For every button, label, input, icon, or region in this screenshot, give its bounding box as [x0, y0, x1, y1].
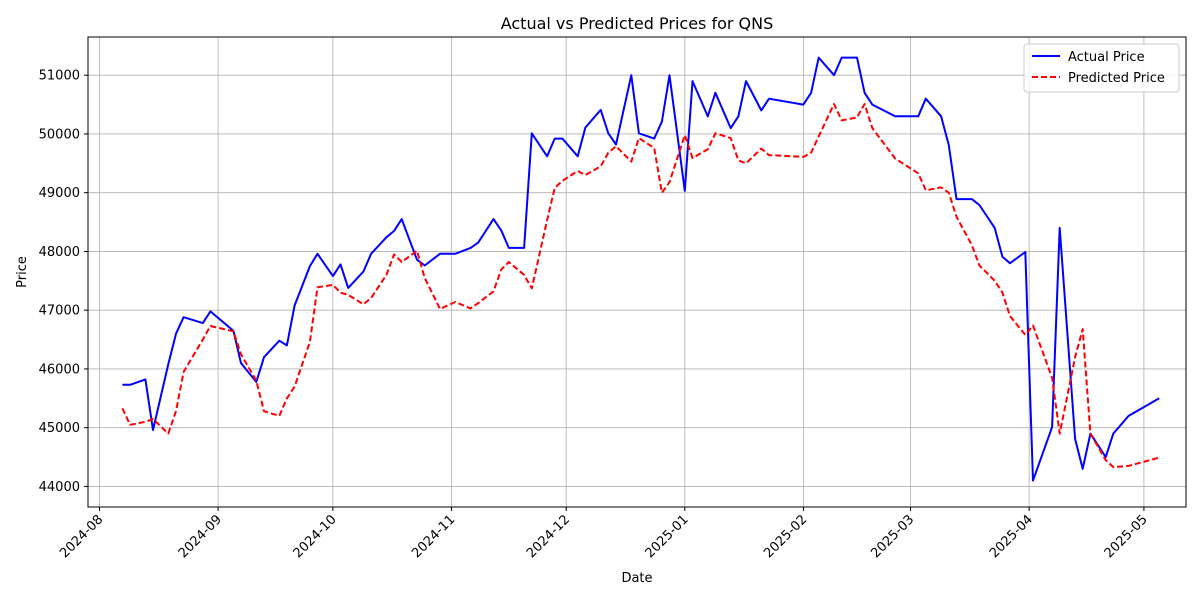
y-tick-label: 47000 [39, 304, 80, 319]
legend-box [1023, 43, 1180, 93]
y-tick-label: 50000 [39, 127, 80, 142]
y-tick-label: 49000 [39, 186, 80, 201]
y-axis-label: Price [15, 256, 30, 288]
y-tick-label: 45000 [39, 421, 80, 436]
y-tick-label: 44000 [39, 480, 80, 495]
x-axis-label: Date [621, 571, 652, 586]
chart-title: Actual vs Predicted Prices for QNS [501, 14, 774, 33]
y-tick-label: 51000 [39, 69, 80, 84]
legend-label-actual-price: Actual Price [1068, 50, 1145, 65]
series-layer [121, 56, 1160, 482]
legend-label-predicted-price: Predicted Price [1068, 71, 1165, 86]
plot-frame [87, 36, 1187, 508]
y-tick-label: 46000 [39, 362, 80, 377]
series-line-actual-price [122, 56, 1160, 482]
legend: Actual Price Predicted Price [1023, 43, 1180, 93]
y-tick-label: 48000 [39, 245, 80, 260]
grid [88, 37, 1186, 507]
series-line-predicted-price [121, 103, 1160, 469]
